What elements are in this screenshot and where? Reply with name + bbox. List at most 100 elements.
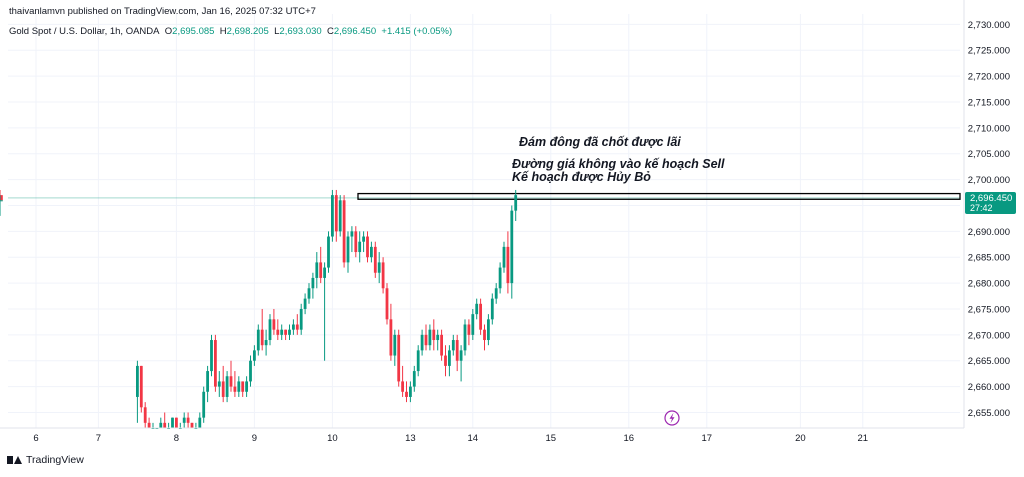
last-price-value: 2,696.450 — [970, 193, 1012, 204]
candle-body — [444, 355, 447, 366]
candle-body — [514, 195, 518, 211]
candle-body — [237, 381, 241, 392]
candle-body — [186, 417, 190, 423]
candle-body — [494, 288, 498, 299]
grid — [8, 14, 960, 428]
candle-body — [198, 417, 202, 428]
close-value: 2,696.450 — [333, 26, 377, 37]
candle-body — [171, 417, 174, 428]
y-tick-label: 2,655.000 — [968, 408, 1010, 419]
candle-body — [409, 386, 412, 397]
candle-body — [397, 334, 401, 382]
symbol-legend[interactable]: Gold Spot / U.S. Dollar, 1h, OANDA O2,69… — [9, 26, 452, 37]
candle-body — [268, 319, 272, 341]
low-label: L — [274, 26, 280, 37]
candle-body — [206, 371, 209, 392]
x-tick-label: 6 — [33, 433, 38, 444]
candle-body — [163, 422, 167, 428]
y-tick-label: 2,660.000 — [968, 382, 1010, 393]
y-tick-label: 2,665.000 — [968, 356, 1010, 367]
y-tick-label: 2,725.000 — [968, 46, 1010, 57]
candle-body — [280, 329, 284, 335]
candle-body — [448, 350, 451, 366]
high-value: 2,698.205 — [226, 26, 269, 37]
candle-body — [233, 386, 237, 392]
tradingview-logo-icon — [7, 456, 22, 464]
candle-body — [0, 195, 3, 201]
candle-body — [311, 277, 315, 289]
candle-body — [327, 236, 330, 268]
y-tick-label: 2,700.000 — [968, 175, 1010, 186]
y-tick-label: 2,730.000 — [968, 20, 1010, 31]
candle-body — [506, 246, 510, 284]
resistance-zone-rect[interactable] — [357, 192, 961, 200]
candle-body — [276, 329, 280, 335]
price-axis[interactable]: 2,655.000 2,660.000 2,665.000 2,670.000 2,67… — [963, 0, 1010, 428]
x-tick-label: 7 — [96, 433, 101, 444]
candle-body — [440, 334, 443, 356]
x-tick-label: 9 — [252, 433, 257, 444]
x-tick-label: 16 — [624, 433, 635, 444]
candle-body — [393, 334, 397, 356]
candle-body — [358, 241, 362, 253]
tradingview-logo[interactable]: TradingView — [7, 454, 84, 466]
candle-body — [373, 246, 377, 273]
candle-body — [288, 329, 291, 335]
candle-body — [483, 329, 486, 341]
candle-body — [210, 340, 213, 372]
y-tick-label: 2,715.000 — [968, 97, 1010, 108]
candle-body — [370, 246, 373, 258]
candle-body — [303, 298, 307, 309]
candle-body — [451, 340, 455, 351]
candle-body — [136, 365, 139, 397]
candle-body — [467, 324, 471, 335]
lightning-icon[interactable] — [664, 410, 680, 426]
x-tick-label: 21 — [858, 433, 869, 444]
low-value: 2,693.030 — [279, 26, 322, 37]
candle-body — [420, 334, 424, 351]
candle-body — [202, 391, 206, 418]
candle-body — [502, 246, 506, 268]
resistance-zone[interactable] — [357, 192, 961, 200]
open-value: 2,695.085 — [172, 26, 215, 37]
candles — [0, 189, 518, 429]
candle-body — [190, 422, 194, 428]
candle-body — [366, 236, 369, 258]
candle-body — [487, 319, 490, 341]
candle-body — [323, 267, 326, 278]
brand-name: TradingView — [26, 454, 84, 466]
candle-body — [315, 262, 319, 278]
candle-body — [490, 298, 494, 320]
candle-body — [175, 417, 178, 428]
candle-body — [319, 262, 323, 278]
bar-countdown: 27:42 — [970, 203, 993, 213]
annotation-line-3[interactable]: Kế hoạch được Hủy Bỏ — [512, 170, 651, 184]
candle-body — [455, 340, 459, 361]
candle-body — [182, 417, 186, 423]
candle-body — [424, 334, 428, 346]
candle-body — [272, 319, 276, 330]
candle-body — [249, 360, 252, 382]
candle-body — [0, 200, 3, 202]
annotation-line-1[interactable]: Đám đông đã chốt được lãi — [519, 135, 681, 149]
candle-body — [338, 200, 342, 232]
candle-body — [159, 422, 163, 428]
candle-body — [436, 334, 440, 341]
annotation-line-2[interactable]: Đường giá không vào kế hoạch Sell — [512, 157, 725, 171]
candle-body — [147, 422, 151, 428]
candle-body — [299, 308, 303, 330]
candle-body — [241, 381, 245, 392]
time-axis[interactable]: 6 7 8 9 10 13 14 15 16 17 20 21 — [0, 427, 964, 444]
x-tick-label: 20 — [795, 433, 806, 444]
candle-body — [432, 329, 436, 341]
candle-body — [475, 303, 479, 315]
candle-body — [253, 350, 256, 361]
candle-body — [471, 314, 475, 335]
candle-body — [292, 324, 295, 330]
y-tick-label: 2,680.000 — [968, 279, 1010, 290]
candle-body — [245, 381, 248, 392]
candle-body — [214, 340, 217, 387]
